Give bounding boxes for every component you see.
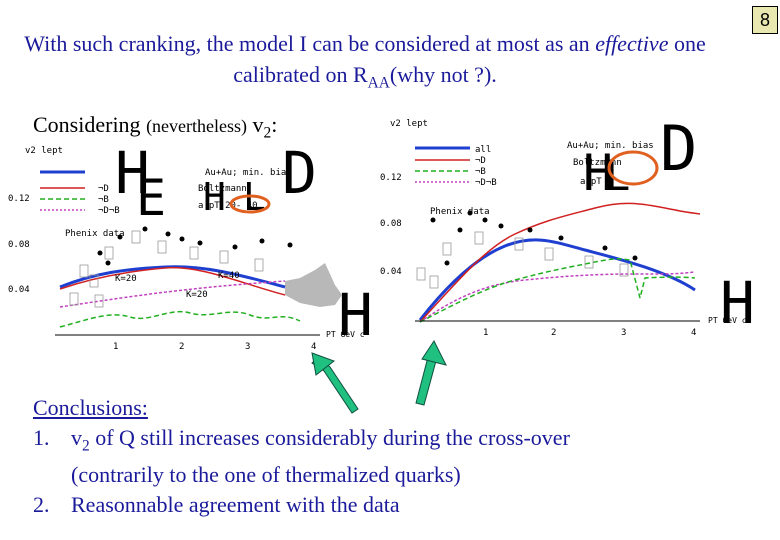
left-big-letter-e: E <box>136 169 166 227</box>
left-v2-plot: v2 lept 0.12 0.08 0.04 H E H L D H ¬D ¬B… <box>8 139 373 352</box>
left-ytick-2: 0.04 <box>8 285 30 295</box>
left-ytick-0: 0.12 <box>8 194 30 204</box>
right-xlabel: PT GeV c <box>708 316 747 325</box>
right-ylabel: v2 lept <box>390 119 428 129</box>
left-xtick-3: 4 <box>311 342 316 352</box>
left-curve-all <box>59 265 286 289</box>
left-legend-2: ¬B <box>98 195 109 205</box>
left-xtick-2: 3 <box>245 342 250 352</box>
right-legend-3: ¬D¬B <box>475 178 497 188</box>
right-big-letter-d: D <box>660 112 697 185</box>
left-data-label: Phenix data <box>65 229 125 239</box>
left-curve-d <box>59 266 286 296</box>
left-ylabel: v2 lept <box>25 146 63 156</box>
conclusions-heading: Conclusions: <box>33 395 148 420</box>
conclusion-item-2: 2. Reasonnable agreement with the data <box>33 491 400 517</box>
right-big-letter-l: L <box>605 151 630 200</box>
right-legend-2: ¬B <box>475 167 486 177</box>
left-ytick-1: 0.08 <box>8 240 30 250</box>
right-annotation-top: Au+Au; min. bias <box>567 141 654 151</box>
left-gray-band <box>285 263 342 307</box>
left-legend-1: ¬D <box>98 184 109 194</box>
left-kappa-label-2: K=20 <box>186 290 208 300</box>
conclusions: Conclusions: 1. v2 of Q still increases c… <box>33 393 570 519</box>
right-curve-b <box>419 258 696 323</box>
right-big-letter-h1: H <box>583 144 613 202</box>
left-curve-db <box>59 280 286 308</box>
left-xtick-1: 2 <box>179 342 184 352</box>
left-big-letter-h3: H <box>338 281 373 349</box>
right-data-label: Phenix data <box>430 207 490 217</box>
left-kappa-label-1: K=40 <box>218 271 240 281</box>
conclusion-item-1: 1. v2 of Q still increases considerably d… <box>33 424 570 488</box>
right-ytick-1: 0.08 <box>380 219 402 229</box>
right-legend-0: all <box>475 145 491 155</box>
right-annotation-bot: a pT 2 <box>580 177 613 187</box>
right-annotation-mid: Boltzmann <box>573 158 622 168</box>
right-ytick-2: 0.04 <box>380 267 402 277</box>
arrow-right <box>415 340 447 406</box>
left-curve-b <box>59 311 301 328</box>
right-legend-1: ¬D <box>475 156 486 166</box>
right-v2-plot: v2 lept 0.12 0.08 0.04 H L D H all ¬D ¬B… <box>380 112 755 338</box>
left-legend-3: ¬D¬B <box>98 206 120 216</box>
considering-label: Considering (nevertheless) v2: <box>33 112 278 142</box>
right-curve-db <box>419 271 696 323</box>
left-big-letter-h2: H <box>203 175 226 219</box>
right-curve-d <box>419 202 701 323</box>
left-kappa-label-0: K=20 <box>115 274 137 284</box>
left-big-letter-h1: H <box>115 139 150 207</box>
left-annotation-top: Au+Au; min. bias <box>205 168 292 178</box>
left-xtick-0: 1 <box>113 342 118 352</box>
right-xtick-2: 3 <box>621 328 626 338</box>
right-curve-all <box>418 238 696 321</box>
left-annotation-bot: a pT 20- 40 <box>198 201 258 211</box>
right-ytick-0: 0.12 <box>380 173 402 183</box>
arrow-left <box>311 352 359 414</box>
right-xtick-3: 4 <box>691 328 696 338</box>
right-highlight-ellipse <box>607 150 659 186</box>
right-xtick-1: 2 <box>551 328 556 338</box>
left-annotation-mid: Boltzmann <box>198 184 247 194</box>
slide-title: With such cranking, the model I can be c… <box>24 31 706 92</box>
pointer-arrows <box>311 340 447 414</box>
right-big-letter-h2: H <box>720 269 755 337</box>
left-big-letter-d: D <box>282 139 317 207</box>
page-number: 8 <box>752 6 778 34</box>
right-xtick-0: 1 <box>483 328 488 338</box>
left-highlight-ellipse <box>229 194 271 214</box>
left-xlabel: PT GeV c <box>326 330 365 339</box>
